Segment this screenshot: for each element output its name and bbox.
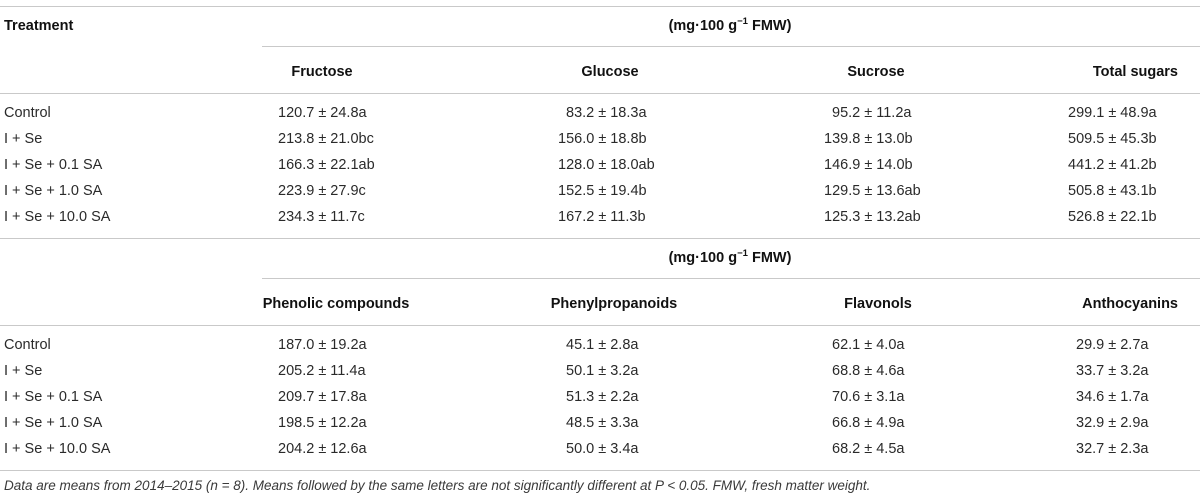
table-cell: 83.2 ± 18.3a: [566, 105, 647, 121]
table-cell: 33.7 ± 3.2a: [1076, 363, 1149, 379]
table-cell: 146.9 ± 14.0b: [824, 157, 913, 173]
table-cell: 50.0 ± 3.4a: [566, 441, 639, 457]
row-label: I + Se + 10.0 SA: [4, 209, 111, 225]
row-label: Control: [4, 105, 51, 121]
column-header: Phenylpropanoids: [550, 296, 678, 312]
unit-header-1: (mg·100 g−1 FMW): [669, 17, 792, 35]
header-rule-2: [0, 325, 1200, 326]
table-cell: 66.8 ± 4.9a: [832, 415, 905, 431]
table-cell: 166.3 ± 22.1ab: [278, 157, 375, 173]
table-top-rule: [0, 6, 1200, 7]
table-bottom-rule: [0, 470, 1200, 471]
row-label: I + Se + 10.0 SA: [4, 441, 111, 457]
table-cell: 187.0 ± 19.2a: [278, 337, 367, 353]
table-cell: 34.6 ± 1.7a: [1076, 389, 1149, 405]
table-cell: 95.2 ± 11.2a: [832, 105, 912, 121]
table-cell: 50.1 ± 3.2a: [566, 363, 639, 379]
unit-header-1-exponent: −1: [737, 16, 748, 27]
table-cell: 167.2 ± 11.3b: [558, 209, 646, 225]
column-header: Sucrose: [847, 64, 905, 80]
table-cell: 299.1 ± 48.9a: [1068, 105, 1157, 121]
table-cell: 509.5 ± 45.3b: [1068, 131, 1157, 147]
unit-header-2-exponent: −1: [737, 248, 748, 259]
table-cell: 48.5 ± 3.3a: [566, 415, 639, 431]
row-label: I + Se + 0.1 SA: [4, 389, 103, 405]
table-cell: 204.2 ± 12.6a: [278, 441, 367, 457]
unit-header-2: (mg·100 g−1 FMW): [669, 249, 792, 267]
table-cell: 120.7 ± 24.8a: [278, 105, 367, 121]
row-label: Control: [4, 337, 51, 353]
table-cell: 128.0 ± 18.0ab: [558, 157, 655, 173]
table-cell: 156.0 ± 18.8b: [558, 131, 647, 147]
unit-header-1-text: (mg·100 g: [668, 18, 738, 34]
table-cell: 505.8 ± 43.1b: [1068, 183, 1157, 199]
table-footnote: Data are means from 2014–2015 (n = 8). M…: [4, 478, 871, 493]
table-cell: 125.3 ± 13.2ab: [824, 209, 921, 225]
table-cell: 139.8 ± 13.0b: [824, 131, 913, 147]
table-cell: 205.2 ± 11.4a: [278, 363, 366, 379]
treatment-header: Treatment: [4, 18, 74, 34]
row-label: I + Se: [4, 131, 43, 147]
table-cell: 526.8 ± 22.1b: [1068, 209, 1157, 225]
column-header: Fructose: [291, 64, 353, 80]
table-cell: 51.3 ± 2.2a: [566, 389, 639, 405]
table-cell: 441.2 ± 41.2b: [1068, 157, 1157, 173]
column-header: Anthocyanins: [1082, 296, 1178, 312]
column-header: Total sugars: [1092, 64, 1178, 80]
table-cell: 198.5 ± 12.2a: [278, 415, 367, 431]
table-cell: 45.1 ± 2.8a: [566, 337, 639, 353]
unit-underline-2: [262, 278, 1200, 279]
unit-header-1-suffix: FMW): [747, 18, 792, 34]
row-label: I + Se: [4, 363, 43, 379]
table-cell: 70.6 ± 3.1a: [832, 389, 905, 405]
table-cell: 223.9 ± 27.9c: [278, 183, 366, 199]
column-header: Phenolic compounds: [262, 296, 410, 312]
table-cell: 62.1 ± 4.0a: [832, 337, 905, 353]
section-divider: [0, 238, 1200, 239]
column-header: Flavonols: [844, 296, 912, 312]
table-cell: 129.5 ± 13.6ab: [824, 183, 921, 199]
row-label: I + Se + 1.0 SA: [4, 415, 103, 431]
table-cell: 32.9 ± 2.9a: [1076, 415, 1149, 431]
row-label: I + Se + 1.0 SA: [4, 183, 103, 199]
table-cell: 68.2 ± 4.5a: [832, 441, 905, 457]
header-rule-1: [0, 93, 1200, 94]
unit-header-2-suffix: FMW): [747, 250, 792, 266]
row-label: I + Se + 0.1 SA: [4, 157, 103, 173]
table-cell: 29.9 ± 2.7a: [1076, 337, 1149, 353]
table-cell: 234.3 ± 11.7c: [278, 209, 365, 225]
table-cell: 152.5 ± 19.4b: [558, 183, 647, 199]
table-cell: 32.7 ± 2.3a: [1076, 441, 1149, 457]
table-cell: 213.8 ± 21.0bc: [278, 131, 374, 147]
column-header: Glucose: [581, 64, 639, 80]
table-cell: 68.8 ± 4.6a: [832, 363, 905, 379]
unit-header-2-text: (mg·100 g: [668, 250, 738, 266]
unit-underline-1: [262, 46, 1200, 47]
table-cell: 209.7 ± 17.8a: [278, 389, 367, 405]
